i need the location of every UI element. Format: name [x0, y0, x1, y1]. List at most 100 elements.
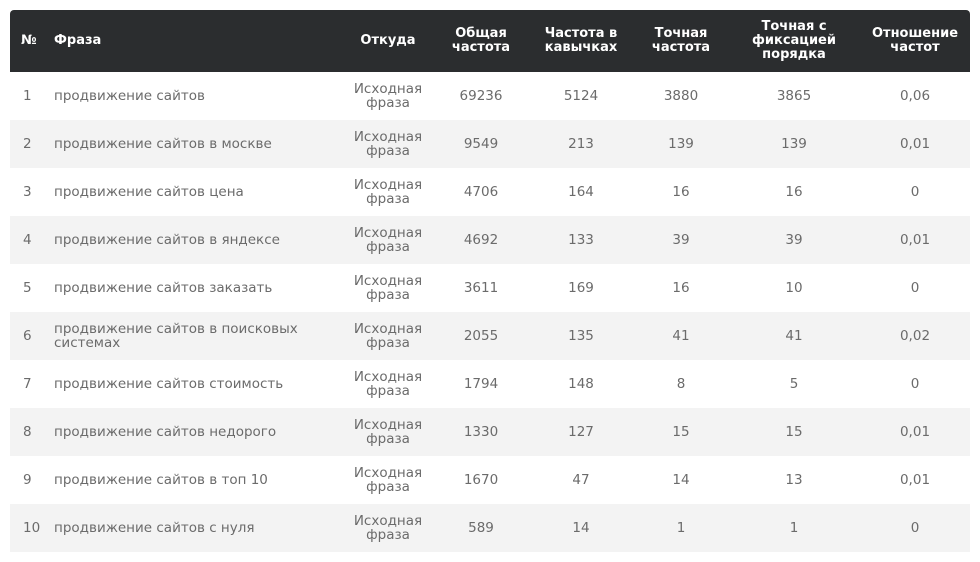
row-total: 1670	[463, 472, 499, 488]
table-row: 5 продвижение сайтов заказать Исходная ф…	[10, 264, 970, 312]
row-total: 1330	[463, 424, 499, 440]
row-exact-order: 139	[781, 136, 807, 152]
row-exact: 14	[672, 472, 690, 488]
row-exact: 41	[672, 328, 690, 344]
row-number: 6	[23, 328, 32, 344]
row-number: 2	[23, 136, 32, 152]
row-phrase: продвижение сайтов цена	[54, 184, 244, 200]
row-phrase: продвижение сайтов недорого	[54, 424, 277, 440]
row-total: 4706	[463, 184, 499, 200]
row-quoted: 133	[568, 232, 594, 248]
row-exact-order: 41	[785, 328, 803, 344]
row-ratio: 0	[910, 376, 920, 392]
row-exact: 1	[676, 520, 686, 536]
row-exact: 8	[676, 376, 686, 392]
row-phrase: продвижение сайтов в топ 10	[54, 472, 268, 488]
row-phrase: продвижение сайтов с нуля	[54, 520, 255, 536]
row-exact: 3880	[663, 88, 699, 104]
header-quoted-frequency: Частота в кавычках	[544, 26, 618, 55]
row-source: Исходная фраза	[353, 321, 423, 351]
table-row: 3 продвижение сайтов цена Исходная фраза…	[10, 168, 970, 216]
row-source: Исходная фраза	[353, 273, 423, 303]
row-phrase: продвижение сайтов в москве	[54, 136, 272, 152]
keyword-frequency-table: № Фраза Откуда Общая частота Частота в к…	[10, 10, 970, 552]
table-row: 8 продвижение сайтов недорого Исходная ф…	[10, 408, 970, 456]
table-row: 7 продвижение сайтов стоимость Исходная …	[10, 360, 970, 408]
row-exact: 16	[672, 280, 690, 296]
table-row: 10 продвижение сайтов с нуля Исходная фр…	[10, 504, 970, 552]
header-total-frequency: Общая частота	[451, 26, 511, 55]
table-row: 9 продвижение сайтов в топ 10 Исходная ф…	[10, 456, 970, 504]
row-phrase: продвижение сайтов в поисковых системах	[54, 321, 298, 351]
row-phrase: продвижение сайтов	[54, 88, 205, 104]
row-total: 69236	[459, 88, 503, 104]
row-total: 2055	[463, 328, 499, 344]
row-exact: 16	[672, 184, 690, 200]
row-number: 4	[23, 232, 32, 248]
row-exact-order: 39	[785, 232, 803, 248]
table-header-row: № Фраза Откуда Общая частота Частота в к…	[10, 10, 970, 72]
row-source: Исходная фраза	[353, 81, 423, 111]
row-number: 8	[23, 424, 32, 440]
row-ratio: 0,01	[899, 424, 931, 440]
table-row: 1 продвижение сайтов Исходная фраза 6923…	[10, 72, 970, 120]
row-ratio: 0	[910, 520, 920, 536]
row-ratio: 0,06	[899, 88, 931, 104]
row-number: 7	[23, 376, 32, 392]
header-exact-order-frequency: Точная с фиксацией порядка	[752, 19, 836, 62]
keyword-table-container: № Фраза Откуда Общая частота Частота в к…	[10, 10, 970, 552]
row-exact-order: 10	[785, 280, 803, 296]
row-quoted: 213	[568, 136, 594, 152]
row-exact-order: 3865	[776, 88, 812, 104]
header-number: №	[21, 33, 37, 48]
row-number: 3	[23, 184, 32, 200]
row-number: 10	[23, 520, 41, 536]
table-row: 4 продвижение сайтов в яндексе Исходная …	[10, 216, 970, 264]
row-source: Исходная фраза	[353, 417, 423, 447]
row-exact: 39	[672, 232, 690, 248]
row-quoted: 127	[568, 424, 594, 440]
row-ratio: 0,02	[899, 328, 931, 344]
row-source: Исходная фраза	[353, 129, 423, 159]
header-phrase: Фраза	[54, 33, 102, 48]
row-exact-order: 5	[789, 376, 799, 392]
row-source: Исходная фраза	[353, 465, 423, 495]
row-number: 1	[23, 88, 32, 104]
header-frequency-ratio: Отношение частот	[871, 26, 959, 55]
table-row: 6 продвижение сайтов в поисковых система…	[10, 312, 970, 360]
row-phrase: продвижение сайтов заказать	[54, 280, 273, 296]
table-row: 2 продвижение сайтов в москве Исходная ф…	[10, 120, 970, 168]
row-total: 9549	[463, 136, 499, 152]
row-quoted: 47	[572, 472, 590, 488]
row-total: 3611	[463, 280, 499, 296]
row-ratio: 0,01	[899, 232, 931, 248]
row-ratio: 0,01	[899, 472, 931, 488]
row-total: 4692	[463, 232, 499, 248]
row-total: 1794	[463, 376, 499, 392]
row-source: Исходная фраза	[353, 177, 423, 207]
row-source: Исходная фраза	[353, 513, 423, 543]
row-ratio: 0,01	[899, 136, 931, 152]
header-source: Откуда	[360, 33, 416, 48]
row-quoted: 14	[572, 520, 590, 536]
row-ratio: 0	[910, 280, 920, 296]
row-number: 9	[23, 472, 32, 488]
row-source: Исходная фраза	[353, 225, 423, 255]
header-exact-frequency: Точная частота	[651, 26, 711, 55]
row-exact-order: 1	[789, 520, 799, 536]
row-exact-order: 16	[785, 184, 803, 200]
row-total: 589	[468, 520, 494, 536]
row-exact-order: 13	[785, 472, 803, 488]
row-phrase: продвижение сайтов в яндексе	[54, 232, 280, 248]
row-source: Исходная фраза	[353, 369, 423, 399]
row-quoted: 5124	[563, 88, 599, 104]
row-exact-order: 15	[785, 424, 803, 440]
row-ratio: 0	[910, 184, 920, 200]
row-exact: 15	[672, 424, 690, 440]
row-quoted: 135	[568, 328, 594, 344]
row-phrase: продвижение сайтов стоимость	[54, 376, 284, 392]
row-number: 5	[23, 280, 32, 296]
row-quoted: 164	[568, 184, 594, 200]
row-exact: 139	[668, 136, 694, 152]
row-quoted: 169	[568, 280, 594, 296]
